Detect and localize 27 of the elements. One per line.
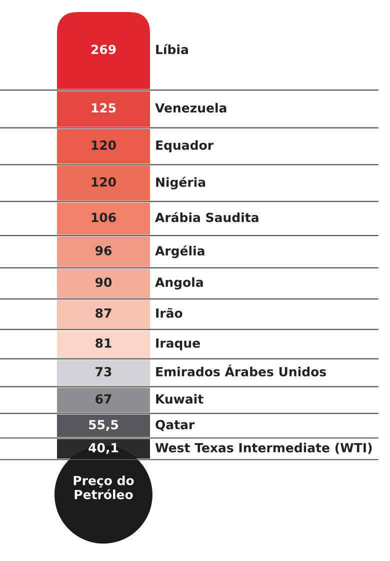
data-label: 55,5 [89, 420, 118, 431]
data-label: 120 [92, 177, 116, 187]
data-label: 81 [96, 338, 112, 348]
category-label: Argélia [155, 245, 204, 258]
data-label: 87 [96, 308, 112, 318]
text: Preço do Petróleo [74, 476, 134, 500]
data-label: 269 [91, 44, 116, 54]
data-label: 90 [95, 278, 112, 288]
category-label: West Texas Intermediate (WTI) [155, 442, 372, 454]
category-label: Iraque [156, 338, 200, 350]
category-label: Arábia Saudita [155, 212, 258, 222]
category-label: Irão [156, 308, 182, 318]
data-label: 40,1 [88, 442, 118, 454]
category-label: Angola [155, 277, 203, 290]
category-label: Emirados Árabes Unidos [156, 364, 326, 376]
data-label: 125 [92, 103, 116, 113]
category-label: Venezuela [155, 102, 226, 113]
data-label: 106 [92, 212, 116, 222]
data-label: 96 [95, 246, 112, 256]
data-label: 120 [92, 140, 116, 150]
data-label: 73 [96, 366, 112, 376]
category-label: Qatar [156, 420, 195, 432]
data-label: 67 [96, 394, 112, 404]
category-label: Nigéria [156, 176, 206, 190]
category-label: Equador [156, 140, 214, 152]
category-label: Kuwait [156, 394, 204, 404]
category-label: Líbia [156, 44, 188, 54]
